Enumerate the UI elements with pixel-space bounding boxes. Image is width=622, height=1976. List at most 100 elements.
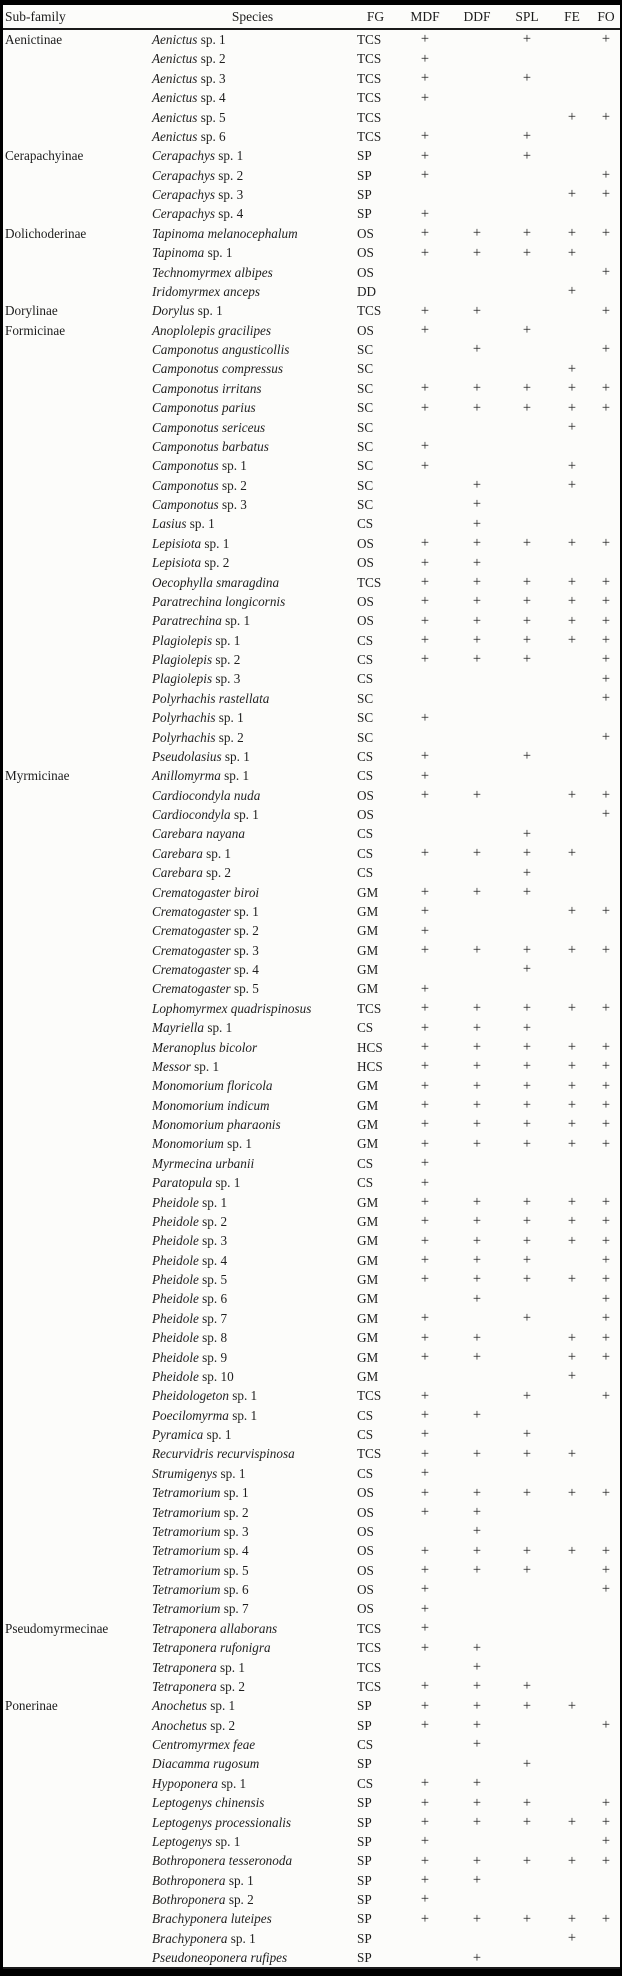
table-row: Camponotus compressus SC + <box>3 359 620 378</box>
fg-cell: CS <box>357 845 374 861</box>
species-genus: Aenictus <box>152 128 198 144</box>
species-suffix: sp. 1 <box>215 710 244 726</box>
presence-mark-cell: + <box>472 1252 482 1269</box>
presence-mark-cell: + <box>567 1910 577 1927</box>
fg-cell: CS <box>357 1737 374 1753</box>
species-suffix: sp. 2 <box>212 652 241 668</box>
species-genus: Dorylus <box>152 303 195 319</box>
species-cell: Hypoponera sp. 1 <box>152 1777 353 1790</box>
col-header-fe: FE <box>564 8 580 24</box>
fg-cell: SC <box>357 729 374 745</box>
presence-mark-cell: + <box>472 1097 482 1114</box>
species-genus: Pheidole <box>152 1330 199 1346</box>
fg-cell: TCS <box>357 574 382 590</box>
col-header-spl: SPL <box>515 8 539 24</box>
presence-mark-cell: + <box>420 1484 430 1501</box>
species-cell: Crematogaster sp. 3 <box>152 944 353 957</box>
species-suffix: sp. 1 <box>221 748 250 764</box>
presence-mark-cell: + <box>601 399 611 416</box>
presence-mark-cell: + <box>601 225 611 242</box>
fg-cell: OS <box>357 1582 374 1598</box>
fg-cell: GM <box>357 1136 379 1152</box>
species-suffix: sp. 1 <box>223 1136 253 1152</box>
species-cell: Crematogaster sp. 1 <box>152 905 353 918</box>
species-genus: Oecophylla smaragdina <box>152 574 280 590</box>
species-genus: Cerapachys <box>152 206 215 222</box>
species-genus: Crematogaster <box>152 923 231 939</box>
species-cell: Crematogaster sp. 5 <box>152 982 353 995</box>
presence-mark-cell: + <box>601 1717 611 1734</box>
table-row: Aenictus sp. 4 TCS + <box>3 88 620 107</box>
fg-cell: CS <box>357 1775 374 1791</box>
table-row: Iridomyrmex anceps DD + <box>3 282 620 301</box>
fg-cell: GM <box>357 1330 379 1346</box>
species-genus: Tetraponera <box>152 1678 217 1694</box>
presence-mark-cell: + <box>420 1872 430 1889</box>
species-genus: Bothroponera <box>152 1872 226 1888</box>
species-genus: Pyramica <box>152 1427 204 1443</box>
table-row: Aenictus sp. 2 TCS + <box>3 49 620 68</box>
presence-mark-cell: + <box>472 496 482 513</box>
species-genus: Cerapachys <box>152 167 215 183</box>
species-cell: Paratrechina longicornis <box>152 595 353 608</box>
presence-mark-cell: + <box>522 748 532 765</box>
presence-mark-cell: + <box>420 593 430 610</box>
species-genus: Cardiocondyla <box>152 807 231 823</box>
presence-mark-cell: + <box>522 1562 532 1579</box>
fg-cell: SP <box>357 1698 372 1714</box>
presence-mark-cell: + <box>601 612 611 629</box>
subfamily-cell: Formicinae <box>5 322 66 338</box>
fg-cell: GM <box>357 884 379 900</box>
presence-mark-cell: + <box>472 341 482 358</box>
fg-cell: OS <box>357 1523 374 1539</box>
presence-mark-cell: + <box>522 128 532 145</box>
presence-mark-cell: + <box>522 1813 532 1830</box>
species-genus: Crematogaster <box>152 942 231 958</box>
species-genus: Bothroponera <box>152 1892 226 1908</box>
fg-cell: TCS <box>357 109 382 125</box>
table-row: Myrmecina urbanii CS + <box>3 1154 620 1173</box>
fg-cell: SP <box>357 167 372 183</box>
table-row: Aenictus sp. 6 TCS + + <box>3 127 620 146</box>
species-cell: Anochetus sp. 1 <box>152 1699 353 1712</box>
fg-cell: OS <box>357 613 374 629</box>
presence-mark-cell: + <box>601 535 611 552</box>
species-genus: Tetraponera <box>152 1659 217 1675</box>
table-row: Lophomyrmex quadrispinosus TCS + + + + + <box>3 999 620 1018</box>
fg-cell: TCS <box>357 1388 382 1404</box>
species-genus: Poecilomyrma <box>152 1407 229 1423</box>
species-cell: Pseudolasius sp. 1 <box>152 750 353 763</box>
species-cell: Polyrhachis rastellata <box>152 692 353 705</box>
presence-mark-cell: + <box>420 1639 430 1656</box>
species-genus: Diacamma rugosum <box>152 1756 260 1772</box>
fg-cell: DD <box>357 283 377 299</box>
presence-mark-cell: + <box>601 1813 611 1830</box>
presence-mark-cell: + <box>601 1116 611 1133</box>
species-cell: Camponotus sp. 1 <box>152 459 353 472</box>
presence-mark-cell: + <box>420 31 430 48</box>
fg-cell: SC <box>357 497 374 513</box>
presence-mark-cell: + <box>601 1271 611 1288</box>
species-suffix: sp. 1 <box>204 1020 233 1036</box>
presence-mark-cell: + <box>472 535 482 552</box>
species-suffix: sp. 1 <box>190 1058 220 1074</box>
species-suffix: sp. 1 <box>217 1775 247 1791</box>
fg-cell: OS <box>357 1562 374 1578</box>
species-cell: Aenictus sp. 3 <box>152 72 353 85</box>
fg-cell: TCS <box>357 1640 382 1656</box>
fg-cell: GM <box>357 1310 379 1326</box>
species-genus: Tetramorium <box>152 1485 221 1501</box>
species-suffix: sp. 4 <box>215 206 244 222</box>
species-genus: Tetramorium <box>152 1523 221 1539</box>
presence-mark-cell: + <box>522 1697 532 1714</box>
table-row: Tetraponera sp. 1 TCS + <box>3 1658 620 1677</box>
table-row: Aenictus sp. 3 TCS + + <box>3 69 620 88</box>
fg-cell: SP <box>357 206 372 222</box>
species-suffix: sp. 1 <box>198 1194 228 1210</box>
table-row: Pheidole sp. 9 GM + + + + <box>3 1348 620 1367</box>
species-genus: Paratrechina <box>152 613 222 629</box>
species-cell: Pheidole sp. 2 <box>152 1215 353 1228</box>
presence-mark-cell: + <box>567 1077 577 1094</box>
species-cell: Iridomyrmex anceps <box>152 285 353 298</box>
species-cell: Camponotus sp. 3 <box>152 498 353 511</box>
